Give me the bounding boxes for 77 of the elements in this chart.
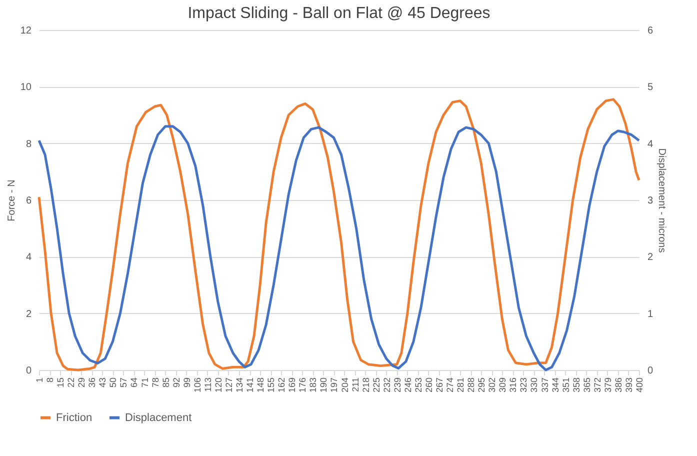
- x-tick-label: 36: [87, 378, 98, 388]
- y2-axis-title: Displacement - microns: [656, 148, 668, 253]
- legend-label: Displacement: [125, 412, 192, 424]
- x-tick-label: 71: [140, 378, 150, 388]
- x-tick-label: 169: [287, 378, 298, 393]
- x-tick-label: 183: [308, 378, 318, 393]
- x-tick-label: 57: [118, 378, 129, 388]
- x-tick-label: 309: [498, 378, 508, 393]
- x-tick-label: 400: [634, 378, 644, 393]
- x-tick-label: 15: [56, 378, 66, 388]
- y2-tick-label: 3: [648, 196, 654, 206]
- x-tick-label: 260: [424, 378, 434, 393]
- y2-tick-label: 0: [648, 366, 654, 376]
- x-tick-label: 127: [224, 378, 234, 393]
- x-tick-label: 176: [298, 378, 308, 393]
- x-tick-label: 134: [234, 378, 244, 393]
- y-tick-label: 12: [20, 26, 32, 36]
- x-tick-label: 288: [466, 378, 476, 393]
- x-tick-label: 92: [171, 378, 182, 388]
- x-tick-label: 253: [413, 378, 424, 393]
- x-tick-label: 218: [360, 378, 371, 393]
- x-tick-label: 386: [613, 378, 624, 393]
- x-tick-label: 78: [150, 378, 160, 388]
- x-tick-label: 155: [266, 378, 276, 393]
- x-tick-label: 295: [476, 378, 487, 393]
- x-tick-label: 330: [529, 378, 540, 393]
- x-tick-label: 281: [456, 378, 466, 393]
- x-tick-label: 64: [129, 378, 140, 388]
- x-tick-label: 99: [182, 378, 192, 388]
- y-tick-label: 2: [26, 308, 32, 320]
- legend-label: Friction: [56, 412, 92, 424]
- x-tick-label: 50: [108, 378, 118, 388]
- x-tick-label: 85: [160, 378, 171, 388]
- y2-tick-label: 4: [648, 138, 654, 150]
- chart-title: Impact Sliding - Ball on Flat @ 45 Degrees: [188, 5, 490, 22]
- x-tick-label: 316: [508, 378, 518, 393]
- x-tick-label: 197: [329, 378, 340, 393]
- y-tick-label: 4: [26, 252, 32, 264]
- x-tick-label: 344: [550, 378, 560, 393]
- x-tick-label: 211: [350, 378, 360, 392]
- y-tick-label: 10: [20, 82, 32, 94]
- y2-tick-label: 2: [648, 252, 654, 264]
- x-tick-label: 190: [318, 378, 329, 393]
- y2-tick-label: 6: [648, 26, 654, 36]
- x-tick-label: 239: [392, 378, 402, 393]
- x-tick-label: 120: [213, 378, 224, 393]
- x-tick-label: 358: [571, 378, 582, 393]
- x-tick-label: 141: [245, 378, 256, 393]
- x-tick-label: 204: [340, 378, 350, 393]
- x-tick-label: 379: [602, 378, 613, 393]
- x-tick-label: 22: [66, 378, 76, 388]
- y2-tick-label: 5: [648, 82, 654, 94]
- x-tick-label: 246: [402, 378, 413, 393]
- x-tick-label: 351: [560, 378, 571, 393]
- x-tick-label: 148: [256, 378, 266, 393]
- x-tick-label: 232: [382, 378, 392, 393]
- y2-tick-label: 1: [648, 308, 654, 320]
- x-tick-label: 323: [518, 378, 529, 393]
- y-tick-label: 8: [26, 138, 32, 150]
- x-tick-label: 1: [34, 378, 44, 383]
- x-tick-label: 302: [487, 378, 498, 393]
- y-axis-title: Force - N: [6, 180, 18, 222]
- x-tick-label: 43: [98, 378, 108, 388]
- x-tick-label: 365: [582, 378, 592, 393]
- x-tick-label: 393: [624, 378, 634, 393]
- x-tick-label: 162: [276, 378, 287, 393]
- x-tick-label: 106: [192, 378, 202, 393]
- y-tick-label: 6: [26, 196, 32, 206]
- x-tick-label: 8: [45, 378, 56, 383]
- y-tick-label: 0: [26, 366, 32, 376]
- x-tick-label: 113: [202, 378, 213, 392]
- x-tick-label: 267: [434, 378, 444, 393]
- x-tick-label: 225: [371, 378, 382, 393]
- x-tick-label: 274: [445, 378, 456, 393]
- x-tick-label: 372: [592, 378, 602, 393]
- x-tick-label: 29: [76, 378, 87, 388]
- x-tick-label: 337: [540, 378, 550, 393]
